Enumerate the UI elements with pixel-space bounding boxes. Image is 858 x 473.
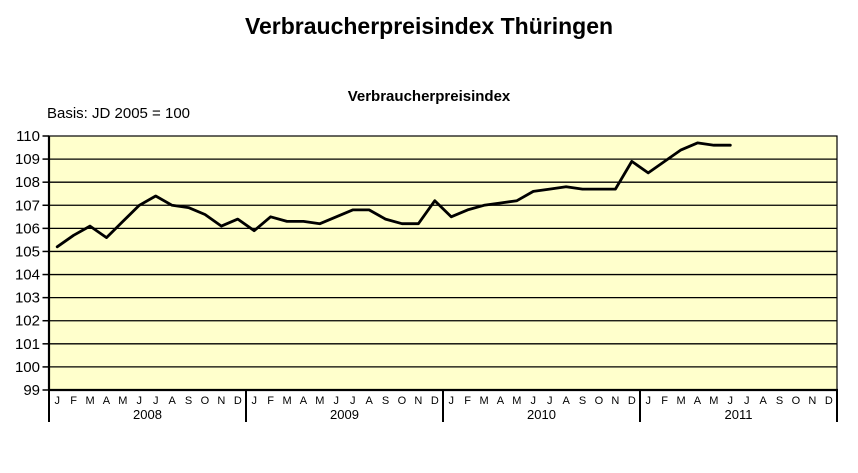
basis-note: Basis: JD 2005 = 100 [47,105,191,122]
month-label: O [792,395,801,407]
month-label: F [464,395,471,407]
month-label: M [315,395,324,407]
month-label: N [217,395,225,407]
month-label: J [54,395,60,407]
month-label: D [234,395,242,407]
month-label: M [85,395,94,407]
month-label: D [431,395,439,407]
y-axis-label: 103 [15,290,40,307]
month-label: O [595,395,604,407]
month-label: J [645,395,651,407]
month-label: A [300,395,308,407]
month-label: J [448,395,454,407]
month-label: S [382,395,389,407]
month-label: M [676,395,685,407]
month-label: S [579,395,586,407]
month-label: N [414,395,422,407]
month-label: F [661,395,668,407]
y-axis-label: 107 [15,197,40,214]
month-label: J [350,395,356,407]
y-axis-label: 106 [15,220,40,237]
y-axis-label: 102 [15,313,40,330]
month-label: A [562,395,570,407]
month-label: A [497,395,505,407]
year-label: 2009 [330,407,359,422]
y-axis-label: 99 [23,382,40,399]
month-label: J [334,395,340,407]
year-label: 2011 [725,407,753,422]
month-label: J [728,395,734,407]
month-label: M [118,395,127,407]
month-label: A [759,395,767,407]
month-label: A [103,395,111,407]
month-label: J [531,395,537,407]
y-axis-label: 101 [15,336,40,353]
year-label: 2008 [133,407,162,422]
month-label: O [398,395,407,407]
month-label: S [776,395,783,407]
month-label: J [744,395,750,407]
y-axis-label: 100 [15,359,40,376]
month-label: F [267,395,274,407]
month-label: M [282,395,291,407]
page-title: Verbraucherpreisindex Thüringen [244,13,614,39]
y-axis-label: 108 [15,174,40,191]
month-label: J [251,395,257,407]
month-label: J [547,395,553,407]
chart-title: Verbraucherpreisindex [347,88,511,105]
month-label: N [611,395,619,407]
month-label: J [153,395,159,407]
month-label: S [185,395,192,407]
y-axis-label: 104 [15,267,40,284]
vpi-line-series [55,141,732,249]
month-label: A [365,395,373,407]
y-axis-label: 105 [15,243,40,260]
month-label: A [694,395,702,407]
year-label: 2010 [527,407,556,422]
plot-area [48,135,838,391]
month-label: M [512,395,521,407]
month-label: A [168,395,176,407]
month-label: D [628,395,636,407]
month-label: J [137,395,143,407]
y-axis-label: 110 [16,128,40,145]
month-label: D [825,395,833,407]
y-axis-label: 109 [15,151,40,168]
month-label: M [479,395,488,407]
month-label: F [70,395,77,407]
month-label: M [709,395,718,407]
month-label: O [201,395,210,407]
month-label: N [808,395,816,407]
